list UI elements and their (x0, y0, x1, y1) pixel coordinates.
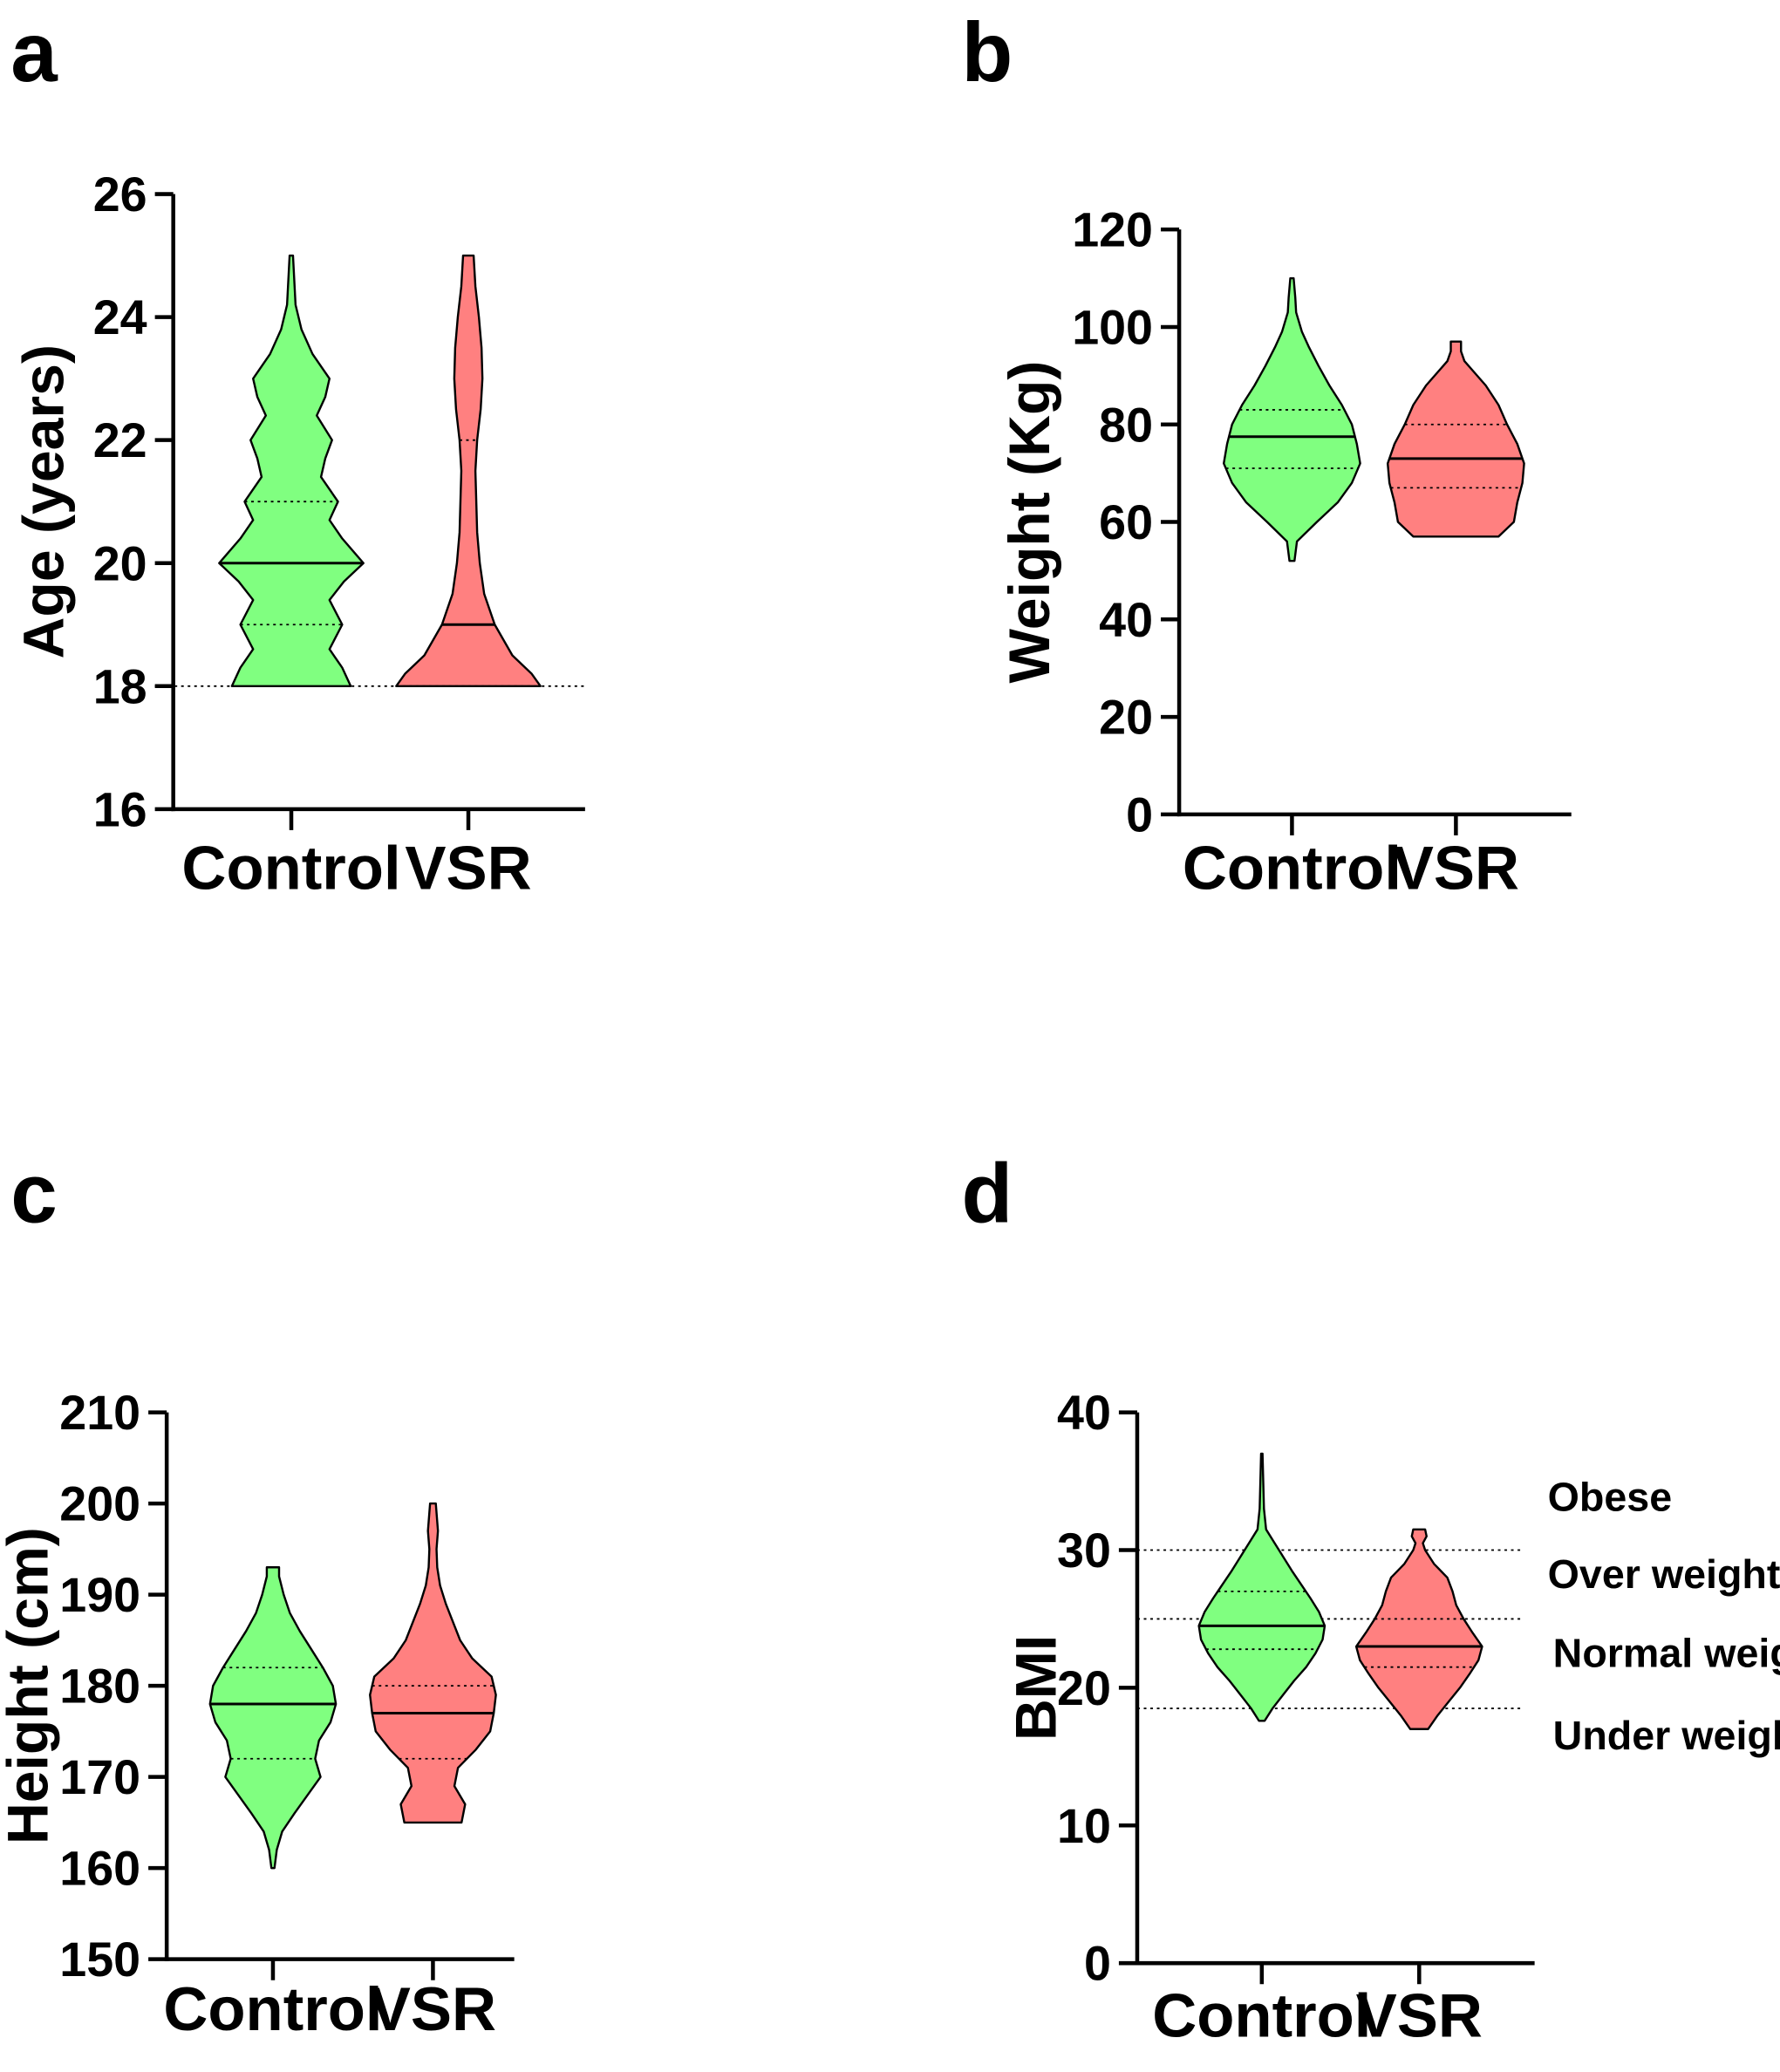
annotation-label: Under weight (1553, 1713, 1780, 1758)
y-tick-label: 180 (59, 1660, 140, 1714)
y-tick-label: 100 (1072, 300, 1153, 354)
panel-letter: d (961, 1148, 1013, 1241)
y-tick-label: 26 (93, 167, 147, 222)
category-label-control: Control (1152, 1980, 1371, 2049)
y-tick-label: 210 (59, 1386, 140, 1440)
y-axis-title: Age (years) (11, 344, 76, 658)
y-tick-label: 80 (1099, 398, 1153, 452)
y-tick-label: 24 (93, 290, 147, 344)
violin-vsr (369, 1502, 497, 1824)
category-label-vsr: VSR (1356, 1980, 1483, 2049)
panel-a: a 16 18 20 22 24 26 Control VSR Age (years) (10, 6, 585, 903)
violin-body-control (208, 1566, 338, 1870)
y-tick-label: 20 (1099, 691, 1153, 745)
category-label-vsr: VSR (1393, 834, 1519, 903)
annotation-label: Over weight (1548, 1551, 1780, 1597)
panel-letter: a (10, 6, 58, 99)
violin-control (1197, 1452, 1326, 1722)
y-axis-title: Weight (Kg) (998, 361, 1062, 684)
y-tick-label: 20 (1057, 1661, 1111, 1715)
y-tick-label: 200 (59, 1477, 140, 1531)
y-tick-label: 40 (1099, 593, 1153, 647)
panel-letter: b (961, 6, 1013, 99)
violin-body-vsr (1386, 340, 1525, 538)
y-tick-label: 22 (93, 413, 147, 467)
annotation-label: Normal weight (1553, 1630, 1780, 1675)
category-label-control: Control (1183, 834, 1401, 903)
y-tick-label: 18 (93, 659, 147, 713)
violin-body-control (218, 254, 365, 687)
y-tick-label: 30 (1057, 1523, 1111, 1578)
violin-vsr (395, 254, 542, 687)
violin-body-vsr (369, 1502, 497, 1824)
category-label-control: Control (181, 834, 400, 903)
y-tick-label: 0 (1084, 1937, 1111, 1991)
y-tick-label: 170 (59, 1750, 140, 1804)
violin-control (1223, 276, 1361, 562)
category-label-vsr: VSR (370, 1974, 496, 2043)
y-axis-title: BMI (1005, 1635, 1069, 1741)
violin-control (218, 254, 365, 687)
category-label-control: Control (163, 1974, 382, 2043)
violin-body-control (1197, 1452, 1326, 1722)
y-tick-label: 60 (1099, 495, 1153, 549)
y-tick-label: 120 (1072, 203, 1153, 257)
y-tick-label: 16 (93, 782, 147, 836)
y-tick-label: 10 (1057, 1799, 1111, 1853)
violin-body-vsr (1354, 1528, 1483, 1730)
violin-vsr (1354, 1528, 1483, 1730)
violin-body-control (1223, 276, 1361, 562)
violin-body-vsr (395, 254, 542, 687)
y-tick-label: 160 (59, 1842, 140, 1896)
violin-vsr (1386, 340, 1525, 538)
y-tick-label: 150 (59, 1932, 140, 1987)
y-tick-label: 0 (1126, 787, 1153, 842)
annotation-label: Obese (1548, 1474, 1673, 1519)
violin-control (208, 1566, 338, 1870)
category-label-vsr: VSR (405, 834, 531, 903)
y-tick-label: 190 (59, 1568, 140, 1622)
y-tick-label: 20 (93, 536, 147, 590)
y-axis-title: Height (cm) (0, 1527, 60, 1844)
panel-letter: c (10, 1148, 58, 1241)
y-tick-label: 40 (1057, 1386, 1111, 1440)
